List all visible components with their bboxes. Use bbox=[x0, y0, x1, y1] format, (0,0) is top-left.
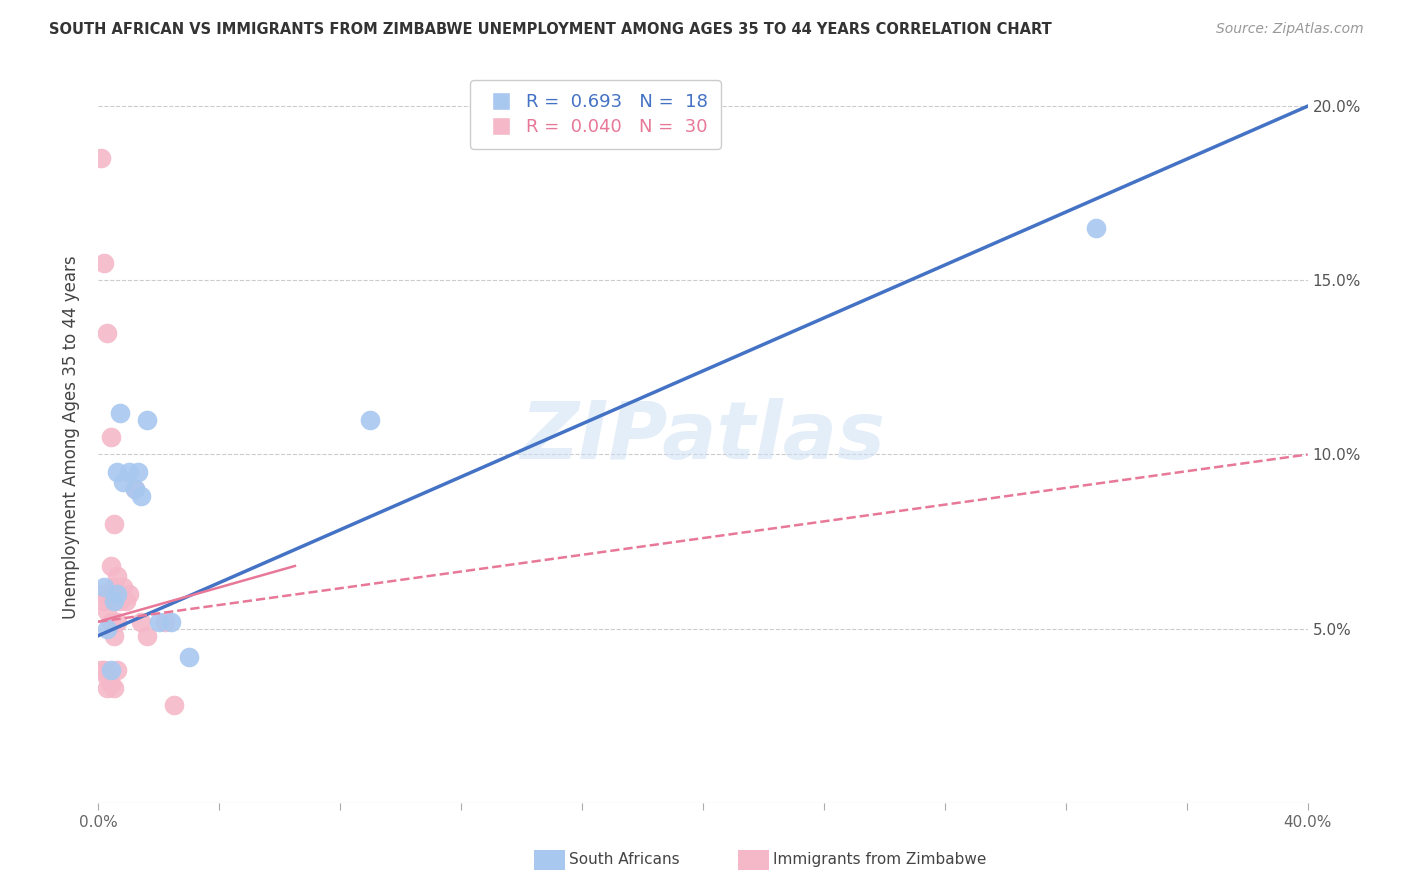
Point bbox=[114, 594, 136, 608]
Text: Immigrants from Zimbabwe: Immigrants from Zimbabwe bbox=[773, 853, 987, 867]
Point bbox=[96, 326, 118, 340]
Point bbox=[118, 587, 141, 601]
Point bbox=[127, 465, 149, 479]
Point bbox=[124, 483, 146, 497]
Point bbox=[96, 681, 118, 695]
Point bbox=[108, 594, 131, 608]
Point bbox=[105, 615, 128, 629]
Text: SOUTH AFRICAN VS IMMIGRANTS FROM ZIMBABWE UNEMPLOYMENT AMONG AGES 35 TO 44 YEARS: SOUTH AFRICAN VS IMMIGRANTS FROM ZIMBABW… bbox=[49, 22, 1052, 37]
Point bbox=[118, 465, 141, 479]
Point bbox=[103, 629, 125, 643]
Point bbox=[111, 580, 134, 594]
Point bbox=[105, 587, 128, 601]
Point bbox=[103, 594, 125, 608]
Point bbox=[129, 615, 152, 629]
Point bbox=[96, 622, 118, 636]
Point bbox=[135, 629, 157, 643]
Point bbox=[124, 483, 146, 497]
Point bbox=[100, 558, 122, 573]
Text: South Africans: South Africans bbox=[569, 853, 681, 867]
Point bbox=[90, 152, 112, 166]
Point bbox=[108, 406, 131, 420]
Point bbox=[100, 664, 122, 678]
Point bbox=[96, 670, 118, 684]
Point bbox=[103, 681, 125, 695]
Point bbox=[105, 664, 128, 678]
Point bbox=[103, 517, 125, 532]
Point bbox=[93, 580, 115, 594]
Point bbox=[163, 698, 186, 713]
Point bbox=[148, 615, 170, 629]
Point bbox=[103, 580, 125, 594]
Point bbox=[93, 256, 115, 270]
Point bbox=[96, 604, 118, 618]
Point bbox=[100, 615, 122, 629]
Point bbox=[135, 412, 157, 426]
Point bbox=[1085, 221, 1108, 235]
Point bbox=[360, 412, 382, 426]
Legend: R =  0.693   N =  18, R =  0.040   N =  30: R = 0.693 N = 18, R = 0.040 N = 30 bbox=[470, 80, 721, 149]
Point bbox=[90, 587, 112, 601]
Point bbox=[105, 465, 128, 479]
Y-axis label: Unemployment Among Ages 35 to 44 years: Unemployment Among Ages 35 to 44 years bbox=[62, 255, 80, 619]
Point bbox=[111, 475, 134, 490]
Point bbox=[100, 430, 122, 444]
Point bbox=[100, 677, 122, 691]
Text: Source: ZipAtlas.com: Source: ZipAtlas.com bbox=[1216, 22, 1364, 37]
Point bbox=[160, 615, 183, 629]
Point bbox=[105, 569, 128, 583]
Point bbox=[153, 615, 176, 629]
Point bbox=[93, 594, 115, 608]
Point bbox=[93, 664, 115, 678]
Point bbox=[129, 489, 152, 503]
Text: ZIPatlas: ZIPatlas bbox=[520, 398, 886, 476]
Point bbox=[90, 664, 112, 678]
Point bbox=[179, 649, 201, 664]
